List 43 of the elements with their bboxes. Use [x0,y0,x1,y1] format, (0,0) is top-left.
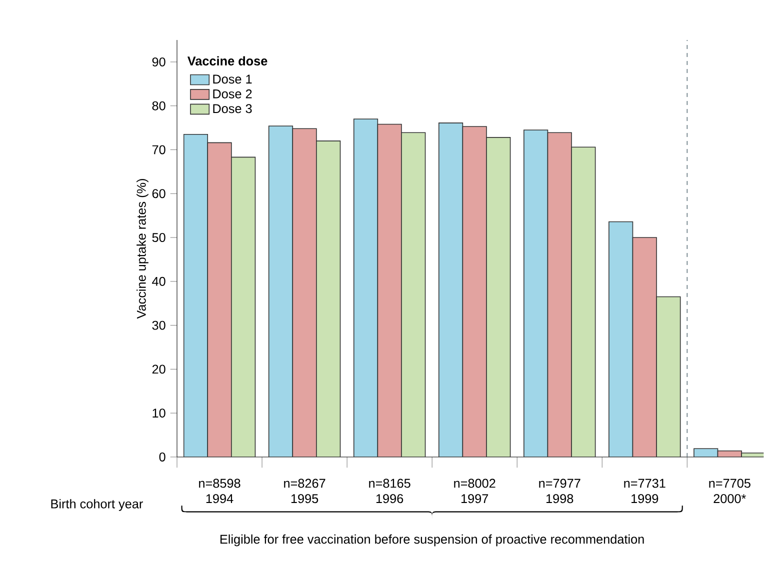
y-tick-label: 30 [152,320,166,330]
bar [571,146,596,457]
legend-title: Vaccine dose [187,56,268,66]
x-tick-label: 2000* [714,494,746,504]
y-tick-label: 70 [152,145,166,154]
y-tick-label: 90 [152,57,166,66]
bar [207,142,232,457]
x-tick-label: 1994 [206,494,234,504]
text: n=8165 [369,478,410,488]
bar [401,132,426,457]
text: n=8267 [284,478,326,488]
x-tick-label: 1995 [291,494,318,504]
text: Eligible for free vaccination before suspension of proactive recommendation [220,534,644,546]
y-tick-label: 60 [152,189,166,198]
bar [377,124,402,457]
bar [656,296,681,457]
text: n=7977 [539,478,580,488]
text: n=8598 [199,478,240,488]
legend-label: Dose 1 [213,74,252,84]
x-axis-title: Birth cohort year [51,499,143,511]
bar [316,140,341,457]
text: n=7705 [709,478,750,488]
y-tick-label: 50 [152,233,166,242]
bar [632,237,657,457]
x-tick-label: 1999 [632,494,658,504]
bar [462,126,487,457]
y-tick-label: 80 [152,101,166,110]
x-tick-label: 1997 [461,494,488,504]
bar [292,128,317,457]
bar [547,132,572,457]
text: n=8002 [454,478,496,488]
legend-label: Dose 2 [213,89,252,98]
y-tick-label: 0 [159,452,166,462]
y-axis-title: Vaccine uptake rates (%) [136,179,148,319]
y-tick-label: 10 [152,408,166,418]
x-tick-label: 1998 [546,494,574,504]
legend-label: Dose 3 [213,104,252,114]
y-tick-label: 20 [152,364,166,374]
bar [231,156,256,457]
bar [486,137,511,457]
text: n=7731 [624,478,666,488]
x-tick-label: 1996 [376,494,404,504]
y-tick-label: 40 [152,276,166,286]
